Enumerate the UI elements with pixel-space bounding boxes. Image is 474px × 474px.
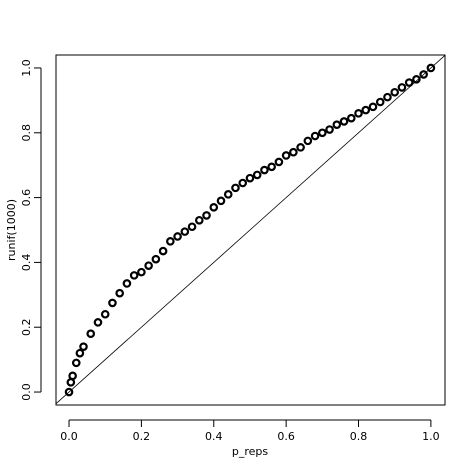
- point: [79, 342, 88, 351]
- x-tick-label: 0.6: [277, 430, 295, 443]
- point: [75, 348, 85, 358]
- point: [64, 387, 74, 397]
- point: [194, 215, 204, 225]
- y-tick-label: 0.4: [20, 254, 33, 272]
- point: [325, 125, 334, 134]
- x-tick-label: 1.0: [422, 430, 440, 443]
- point: [223, 190, 233, 199]
- point: [274, 157, 284, 167]
- point: [216, 196, 226, 206]
- y-tick-label: 0.6: [20, 189, 33, 207]
- point: [412, 75, 421, 84]
- point: [289, 147, 298, 157]
- point: [209, 203, 219, 212]
- y-tick-label: 0.8: [20, 124, 33, 142]
- point: [86, 329, 96, 339]
- point: [108, 298, 117, 308]
- point: [404, 78, 414, 87]
- point: [122, 279, 132, 288]
- point: [151, 254, 161, 264]
- plot-frame: [55, 54, 446, 406]
- point: [375, 97, 385, 107]
- point: [231, 183, 240, 193]
- point: [115, 288, 124, 298]
- point: [310, 131, 320, 141]
- point: [383, 92, 392, 102]
- point: [245, 173, 255, 183]
- point: [93, 318, 103, 327]
- point: [354, 109, 363, 118]
- point: [332, 120, 342, 129]
- point: [419, 70, 428, 79]
- point: [260, 165, 269, 175]
- x-tick-label: 0.0: [60, 430, 78, 443]
- y-axis-label: runif(1000): [5, 199, 18, 261]
- y-tick-label: 0.2: [20, 318, 33, 336]
- point: [187, 222, 197, 232]
- point: [71, 358, 81, 368]
- x-tick-label: 0.4: [205, 430, 223, 443]
- point: [368, 102, 378, 112]
- point: [129, 271, 139, 280]
- x-axis-label: p_reps: [232, 445, 269, 458]
- point: [238, 178, 248, 188]
- point: [318, 128, 327, 138]
- point: [144, 261, 153, 270]
- y-tick-label: 1.0: [20, 59, 33, 77]
- point: [202, 211, 211, 220]
- point: [296, 143, 305, 152]
- point: [346, 113, 356, 123]
- point: [397, 83, 407, 92]
- point: [166, 237, 175, 246]
- reference-line: [55, 55, 446, 405]
- x-tick-label: 0.2: [133, 430, 151, 443]
- point: [426, 63, 436, 73]
- x-tick-label: 0.8: [350, 430, 368, 443]
- point: [390, 87, 400, 97]
- y-tick-label: 0.0: [20, 383, 33, 401]
- point: [137, 267, 146, 277]
- point: [281, 151, 291, 160]
- point: [173, 232, 182, 241]
- point: [68, 371, 77, 381]
- point: [100, 309, 110, 319]
- point: [267, 162, 276, 172]
- point: [361, 105, 371, 115]
- point: [180, 227, 190, 236]
- point: [252, 170, 262, 180]
- point: [339, 117, 349, 126]
- point: [158, 246, 168, 256]
- point: [303, 136, 313, 146]
